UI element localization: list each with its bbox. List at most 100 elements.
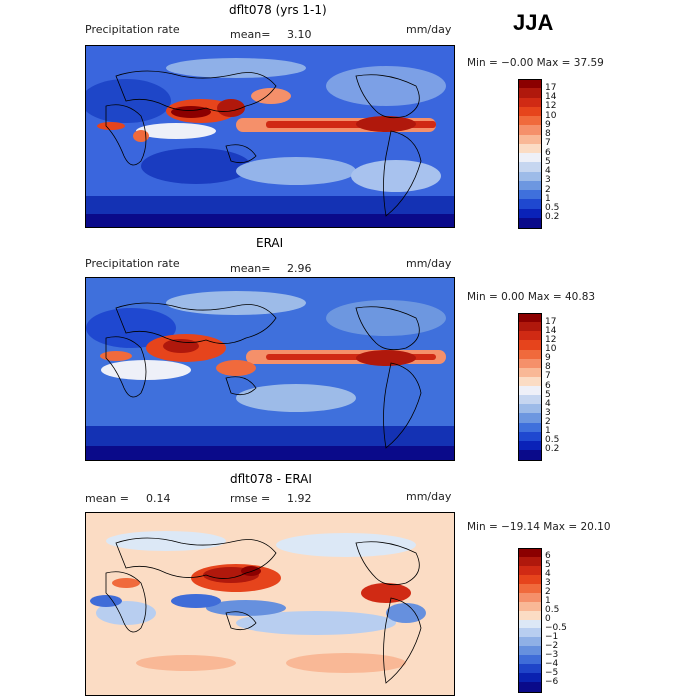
panel3-units: mm/day <box>406 490 452 503</box>
panel1-colorbar: 17 14 12 10 9 8 7 6 5 4 3 2 1 0.5 0.2 <box>518 79 578 229</box>
panel1-minmax: Min = −0.00 Max = 37.59 <box>467 57 604 69</box>
colorbar-swatch <box>518 601 542 612</box>
colorbar-tick-label: 3 <box>545 175 551 186</box>
colorbar-tick-label: 0.2 <box>545 212 560 223</box>
panel2-mean-label: mean= <box>230 262 271 275</box>
colorbar-tick-label: 0 <box>545 614 551 624</box>
colorbar-swatch <box>518 548 542 559</box>
panel3-map <box>85 512 455 696</box>
panel2-colorbar: 17 14 12 10 9 8 7 6 5 4 3 2 1 0.5 0.2 <box>518 313 578 461</box>
colorbar-tick-label: 0.5 <box>545 605 560 616</box>
colorbar-tick-label: −3 <box>545 649 559 660</box>
colorbar-tick-label: 5 <box>545 389 551 400</box>
colorbar-tick-label: 6 <box>545 147 551 158</box>
colorbar-swatch <box>518 673 542 683</box>
panel2-map <box>85 277 455 461</box>
colorbar-swatch <box>518 313 542 324</box>
colorbar-swatch <box>518 655 542 665</box>
panel1-units: mm/day <box>406 23 452 36</box>
colorbar-swatch <box>518 440 542 451</box>
panel1-variable-label: Precipitation rate <box>85 23 180 36</box>
panel3-mean-value: 0.14 <box>146 492 171 505</box>
colorbar-tick-label: 17 <box>545 316 557 327</box>
colorbar-tick-label: −1 <box>545 631 559 642</box>
colorbar-swatch <box>518 422 542 433</box>
colorbar-tick-label: 7 <box>545 371 551 382</box>
colorbar-tick-label: 1 <box>545 596 551 607</box>
colorbar-tick-label: −0.5 <box>545 622 567 633</box>
colorbar-swatch <box>518 637 542 647</box>
colorbar-swatch <box>518 664 542 674</box>
colorbar-swatch <box>518 682 542 693</box>
colorbar-swatch <box>518 171 542 182</box>
colorbar-tick-label: 17 <box>545 82 557 93</box>
colorbar-tick-label: 6 <box>545 380 551 391</box>
colorbar-swatch <box>518 134 542 145</box>
colorbar-swatch <box>518 565 542 576</box>
colorbar-swatch <box>518 162 542 172</box>
panel3-colorbar: 6 5 4 3 2 1 0.5 0 −0.5 −1 −2 −3 −4 −5 −6 <box>518 548 578 693</box>
colorbar-swatch <box>518 153 542 163</box>
season-label: JJA <box>513 10 554 35</box>
colorbar-swatch <box>518 208 542 219</box>
colorbar-tick-label: 1 <box>545 193 551 204</box>
colorbar-swatch <box>518 97 542 108</box>
panel2-minmax: Min = 0.00 Max = 40.83 <box>467 291 596 303</box>
colorbar-tick-label: 8 <box>545 129 551 139</box>
colorbar-swatch <box>518 592 542 603</box>
colorbar-tick-label: 6 <box>545 551 551 562</box>
colorbar-tick-label: −6 <box>545 676 559 687</box>
colorbar-swatch <box>518 217 542 229</box>
colorbar-tick-label: −4 <box>545 658 559 669</box>
panel2-title: ERAI <box>256 236 284 250</box>
colorbar-swatch <box>518 583 542 594</box>
panel3-minmax: Min = −19.14 Max = 20.10 <box>467 521 611 533</box>
colorbar-swatch <box>518 367 542 378</box>
colorbar-swatch <box>518 404 542 414</box>
colorbar-tick-label: 1 <box>545 426 551 437</box>
colorbar-tick-label: 0.5 <box>545 435 560 446</box>
colorbar-swatch <box>518 340 542 350</box>
colorbar-tick-label: 3 <box>545 407 551 418</box>
colorbar-tick-label: 0.5 <box>545 203 560 213</box>
colorbar-swatch <box>518 610 542 620</box>
panel3-rmse-label: rmse = <box>230 492 271 505</box>
colorbar-tick-label: −2 <box>545 640 559 651</box>
colorbar-tick-label: 14 <box>545 325 557 336</box>
panel2-variable-label: Precipitation rate <box>85 257 180 270</box>
colorbar-tick-label: 4 <box>545 569 551 580</box>
colorbar-swatch <box>518 395 542 405</box>
colorbar-tick-label: 5 <box>545 156 551 167</box>
colorbar-swatch <box>518 180 542 191</box>
colorbar-swatch <box>518 574 542 585</box>
colorbar-swatch <box>518 358 542 369</box>
colorbar-swatch <box>518 646 542 656</box>
colorbar-tick-label: 14 <box>545 92 557 102</box>
colorbar-tick-label: 3 <box>545 578 551 589</box>
panel3-title: dflt078 - ERAI <box>230 472 312 486</box>
colorbar-tick-label: 4 <box>545 166 551 176</box>
colorbar-swatch <box>518 556 542 567</box>
colorbar-tick-label: 5 <box>545 560 551 571</box>
colorbar-swatch <box>518 322 542 332</box>
colorbar-tick-label: 10 <box>545 110 557 121</box>
colorbar-swatch <box>518 619 542 629</box>
panel1-mean-value: 3.10 <box>287 28 312 41</box>
colorbar-swatch <box>518 143 542 154</box>
colorbar-tick-label: 10 <box>545 344 557 354</box>
colorbar-tick-label: 9 <box>545 119 551 130</box>
colorbar-tick-label: 7 <box>545 138 551 149</box>
colorbar-tick-label: 12 <box>545 334 557 345</box>
colorbar-swatch <box>518 79 542 90</box>
colorbar-swatch <box>518 628 542 638</box>
colorbar-swatch <box>518 190 542 200</box>
panel3-rmse-value: 1.92 <box>287 492 312 505</box>
colorbar-swatch <box>518 106 542 117</box>
colorbar-swatch <box>518 386 542 396</box>
colorbar-swatch <box>518 431 542 442</box>
colorbar-tick-label: 2 <box>545 587 551 598</box>
colorbar-tick-label: −5 <box>545 667 559 678</box>
colorbar-swatch <box>518 376 542 387</box>
colorbar-swatch <box>518 125 542 135</box>
colorbar-swatch <box>518 331 542 341</box>
